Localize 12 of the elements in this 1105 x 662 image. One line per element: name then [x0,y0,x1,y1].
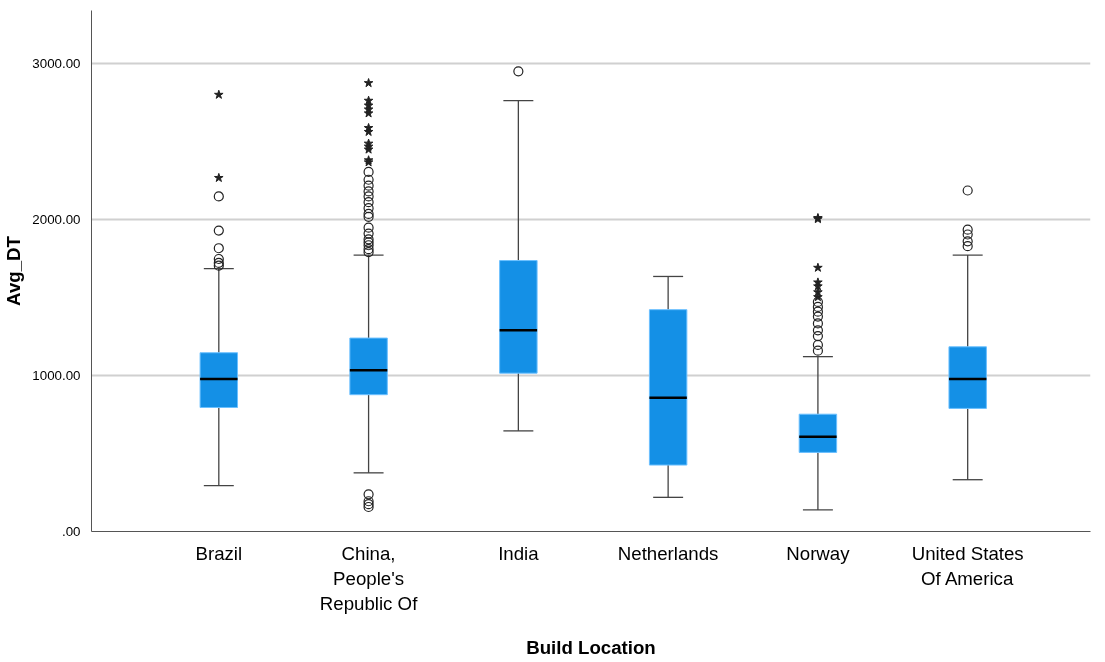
x-tick-label: India [498,542,540,564]
x-tick-label: United States Of America [911,542,1024,589]
x-axis-title: Build Location [526,636,656,658]
y-tick-label: 2000.00 [32,212,81,228]
y-axis-title: Avg_DT [3,235,25,306]
x-tick-label: China, People's Republic Of [319,542,419,614]
x-tick-label: Brazil [195,542,243,564]
y-tick-label: .00 [61,524,81,539]
x-tick-label: Norway [786,542,851,564]
y-tick-label: 1000.00 [32,368,81,384]
x-tick-label: Netherlands [617,542,719,564]
y-tick-label: 3000.00 [32,56,81,72]
